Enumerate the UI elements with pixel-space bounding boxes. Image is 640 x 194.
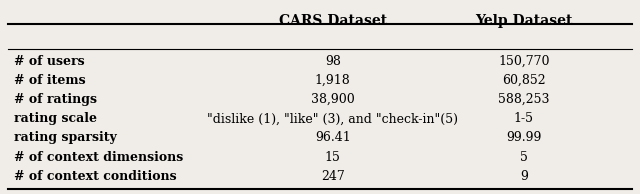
- Text: rating sparsity: rating sparsity: [14, 131, 117, 144]
- Text: rating scale: rating scale: [14, 112, 97, 125]
- Text: 1,918: 1,918: [315, 74, 351, 87]
- Text: "dislike (1), "like" (3), and "check-in"(5): "dislike (1), "like" (3), and "check-in"…: [207, 112, 458, 125]
- Text: 15: 15: [325, 151, 340, 164]
- Text: 98: 98: [325, 55, 340, 68]
- Text: CARS Dataset: CARS Dataset: [278, 14, 387, 28]
- Text: 247: 247: [321, 170, 344, 183]
- Text: # of users: # of users: [14, 55, 84, 68]
- Text: 38,900: 38,900: [311, 93, 355, 106]
- Text: 9: 9: [520, 170, 528, 183]
- Text: 1-5: 1-5: [514, 112, 534, 125]
- Text: 588,253: 588,253: [498, 93, 550, 106]
- Text: 60,852: 60,852: [502, 74, 546, 87]
- Text: # of context dimensions: # of context dimensions: [14, 151, 184, 164]
- Text: 5: 5: [520, 151, 528, 164]
- Text: # of items: # of items: [14, 74, 86, 87]
- Text: # of ratings: # of ratings: [14, 93, 97, 106]
- Text: Yelp Dataset: Yelp Dataset: [476, 14, 573, 28]
- Text: 96.41: 96.41: [315, 131, 351, 144]
- Text: 150,770: 150,770: [498, 55, 550, 68]
- Text: # of context conditions: # of context conditions: [14, 170, 177, 183]
- Text: 99.99: 99.99: [506, 131, 541, 144]
